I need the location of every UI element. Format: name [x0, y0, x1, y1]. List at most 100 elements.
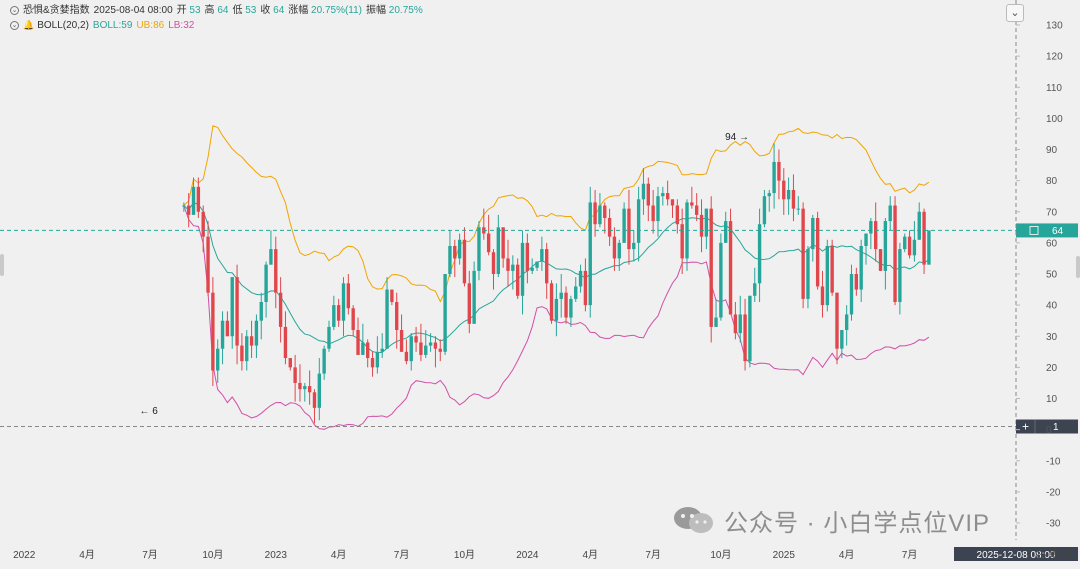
candle-body: [240, 345, 244, 362]
candle-body: [675, 205, 680, 225]
time-tick-label: 7月: [142, 549, 158, 561]
low-marker-label: ← 6: [139, 406, 158, 417]
candle-body: [651, 205, 655, 222]
candle-body: [317, 373, 322, 408]
candle-body: [762, 196, 767, 225]
candle-body: [670, 199, 675, 206]
candle-body: [298, 382, 302, 390]
candle-body: [903, 236, 907, 250]
price-tick-label: -10: [1046, 456, 1061, 467]
candle-body: [559, 292, 563, 299]
time-tick-label: 4月: [79, 549, 95, 561]
candle-body: [211, 292, 215, 371]
candle-body: [520, 242, 525, 296]
candle-body: [225, 320, 230, 337]
candle-body: [322, 348, 326, 374]
price-tick-label: 90: [1046, 145, 1058, 156]
candle-body: [283, 326, 288, 359]
candle-body: [395, 302, 399, 331]
high-label: 高: [204, 5, 215, 16]
low-value: 53: [245, 5, 257, 16]
candle-body: [472, 270, 476, 324]
high-value: 64: [217, 5, 229, 16]
candle-body: [404, 351, 409, 362]
candle-body: [182, 205, 186, 207]
alert-bell-icon[interactable]: 🔔: [23, 20, 35, 30]
candle-body: [772, 161, 776, 194]
candle-body: [535, 261, 539, 268]
candle-body: [724, 221, 728, 243]
price-tick-label: 100: [1046, 114, 1063, 125]
candle-body: [694, 205, 699, 215]
candle-body: [844, 314, 849, 331]
candle-body: [898, 249, 902, 303]
candle-body: [849, 274, 854, 315]
candle-body: [874, 221, 878, 250]
candle-body: [883, 221, 888, 271]
candle-body: [385, 289, 389, 349]
price-tick-label: 30: [1046, 332, 1058, 343]
candle-body: [467, 283, 471, 324]
wechat-logo-icon: [672, 505, 716, 535]
candle-body: [438, 348, 442, 352]
candle-body: [854, 274, 859, 290]
left-scroll-handle[interactable]: [0, 254, 4, 276]
right-scroll-handle[interactable]: [1076, 256, 1080, 278]
time-tick-label: 4月: [839, 549, 855, 561]
candle-body: [859, 245, 863, 290]
candle-body: [864, 233, 868, 246]
boll-lower-value: LB:32: [168, 20, 195, 31]
candle-body: [627, 208, 631, 250]
candle-body: [346, 283, 351, 309]
price-tick-label: 50: [1046, 270, 1058, 281]
candle-body: [878, 249, 883, 271]
open-label: 开: [176, 5, 187, 16]
legend-row-boll: ⌄ 🔔 BOLL(20,2) BOLL:59 UB:86 LB:32: [10, 18, 427, 33]
candle-body: [312, 392, 317, 408]
candle-body: [569, 298, 573, 318]
price-tick-label: 60: [1046, 238, 1058, 249]
candle-body: [893, 205, 897, 303]
candle-body: [574, 286, 578, 299]
candle-body: [380, 348, 384, 352]
candle-body: [491, 252, 496, 274]
change-value: 20.75%(11): [311, 5, 363, 16]
candle-body: [356, 330, 360, 355]
candle-body: [806, 249, 810, 299]
candle-body: [564, 292, 568, 318]
candle-body: [428, 342, 433, 346]
candle-body: [414, 336, 418, 343]
candle-body: [719, 242, 723, 318]
candle-body: [598, 205, 602, 225]
visibility-toggle-icon[interactable]: ⌄: [10, 21, 19, 30]
candle-body: [433, 342, 438, 349]
bar-datetime: 2025-08-04 08:00: [93, 5, 173, 16]
candle-body: [220, 320, 225, 349]
time-tick-label: 4月: [331, 549, 347, 561]
chart-menu-button[interactable]: ⌄: [1006, 4, 1024, 22]
current-price-label: 64: [1052, 226, 1064, 237]
candle-body: [588, 202, 592, 306]
watermark: 公众号 · 小白学点位VIP: [672, 503, 990, 537]
candle-body: [835, 292, 839, 349]
visibility-toggle-icon[interactable]: ⌄: [10, 6, 19, 15]
candle-body: [245, 336, 249, 362]
candle-body: [361, 342, 365, 355]
candle-body: [259, 302, 263, 321]
symbol-name: 恐惧&贪婪指数: [23, 5, 90, 16]
candle-body: [583, 270, 588, 306]
candle-body: [922, 211, 926, 265]
candle-body: [603, 205, 607, 218]
legend-row-main: ⌄ 恐惧&贪婪指数 2025-08-04 08:00 开 53 高 64 低 5…: [10, 3, 427, 18]
candle-body: [486, 233, 491, 253]
candle-body: [578, 270, 583, 287]
candle-body: [815, 217, 820, 287]
price-tick-label: -20: [1046, 487, 1061, 498]
boll-upper-value: UB:86: [136, 20, 165, 31]
candle-body: [753, 283, 757, 296]
candle-body: [336, 305, 341, 321]
